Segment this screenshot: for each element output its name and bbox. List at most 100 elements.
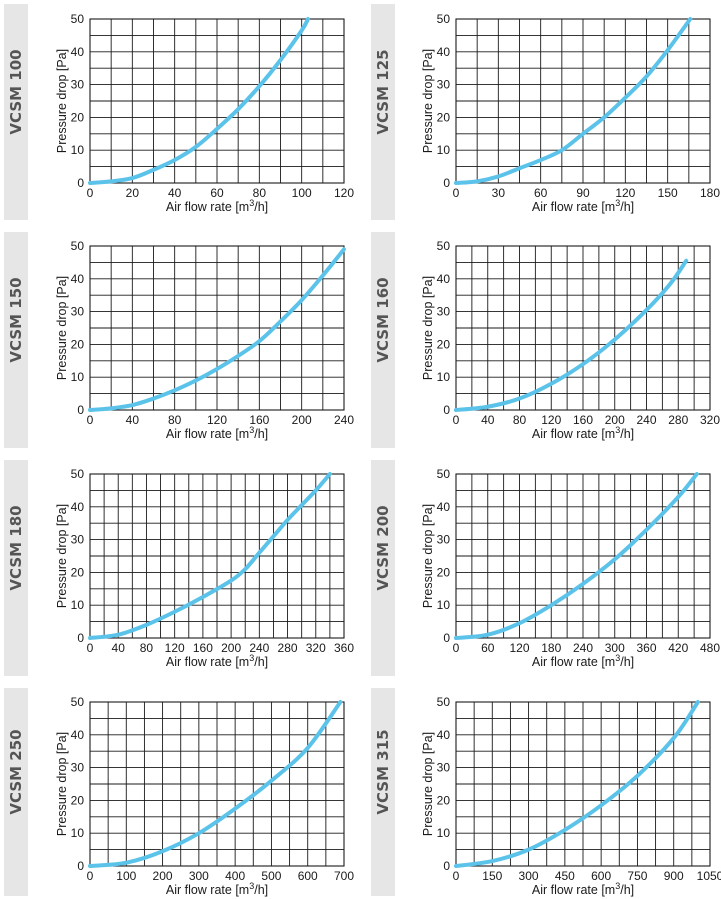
y-tick-label: 0 bbox=[443, 859, 450, 873]
panel-label-band bbox=[371, 4, 395, 220]
y-tick-label: 20 bbox=[71, 793, 85, 807]
y-tick-label: 30 bbox=[437, 78, 451, 92]
y-tick-label: 0 bbox=[77, 176, 84, 190]
x-tick-label: 240 bbox=[573, 641, 593, 655]
y-tick-label: 10 bbox=[71, 826, 85, 840]
y-axis-title: Pressure drop [Pa] bbox=[55, 732, 69, 836]
y-tick-label: 20 bbox=[71, 565, 85, 579]
x-tick-label: 90 bbox=[576, 186, 590, 200]
panel-label: VCSM 180 bbox=[7, 505, 25, 590]
y-tick-label: 30 bbox=[71, 533, 85, 547]
x-tick-label: 240 bbox=[334, 413, 354, 427]
plot-frame bbox=[455, 473, 711, 639]
x-tick-label: 80 bbox=[513, 413, 527, 427]
x-tick-label: 200 bbox=[605, 413, 625, 427]
panel-label: VCSM 125 bbox=[374, 49, 392, 134]
plot-frame bbox=[89, 18, 345, 184]
chart-panel: VCSM 150 0 10 20 30 40 50 0 40 80 120 160 200 240 Air … bbox=[4, 232, 354, 448]
x-tick-label: 200 bbox=[153, 869, 173, 883]
y-tick-label: 30 bbox=[437, 533, 451, 547]
y-tick-label: 20 bbox=[437, 565, 451, 579]
x-tick-label: 300 bbox=[519, 869, 539, 883]
y-tick-label: 0 bbox=[443, 176, 450, 190]
chart-panel: VCSM 180 0 10 20 30 40 50 0 40 80 120 160 200 240 280 3… bbox=[4, 460, 354, 676]
x-axis-title: Air flow rate [m3/h] bbox=[166, 425, 268, 441]
x-tick-label: 420 bbox=[668, 641, 688, 655]
y-tick-label: 40 bbox=[71, 728, 85, 742]
y-tick-label: 30 bbox=[71, 761, 85, 775]
x-tick-label: 30 bbox=[492, 186, 506, 200]
panel-label: VCSM 200 bbox=[374, 505, 392, 590]
x-tick-label: 120 bbox=[165, 641, 185, 655]
x-tick-label: 320 bbox=[700, 413, 720, 427]
panel-label-band bbox=[4, 688, 28, 896]
x-tick-label: 40 bbox=[112, 641, 126, 655]
y-tick-label: 20 bbox=[437, 110, 451, 124]
x-axis-title: Air flow rate [m3/h] bbox=[532, 425, 634, 441]
panel-label: VCSM 250 bbox=[7, 729, 25, 814]
plot-frame bbox=[89, 473, 345, 639]
x-tick-label: 120 bbox=[509, 641, 529, 655]
series-line bbox=[88, 247, 346, 412]
plot-frame bbox=[455, 701, 711, 867]
y-tick-label: 10 bbox=[437, 143, 451, 157]
series-line bbox=[88, 17, 311, 185]
panel-label-band bbox=[371, 688, 395, 896]
y-tick-label: 40 bbox=[71, 272, 85, 286]
x-tick-label: 280 bbox=[278, 641, 298, 655]
x-tick-label: 80 bbox=[140, 641, 154, 655]
y-tick-label: 30 bbox=[437, 305, 451, 319]
x-tick-label: 150 bbox=[658, 186, 678, 200]
x-tick-label: 60 bbox=[534, 186, 548, 200]
x-tick-label: 0 bbox=[87, 413, 94, 427]
x-tick-label: 1050 bbox=[697, 869, 721, 883]
x-tick-label: 20 bbox=[126, 186, 140, 200]
y-tick-label: 30 bbox=[71, 78, 85, 92]
y-tick-label: 50 bbox=[71, 695, 85, 709]
y-tick-label: 20 bbox=[437, 337, 451, 351]
x-tick-label: 100 bbox=[116, 869, 136, 883]
x-tick-label: 80 bbox=[253, 186, 267, 200]
y-tick-label: 30 bbox=[71, 305, 85, 319]
panel-label: VCSM 315 bbox=[374, 729, 392, 814]
chart-panel: VCSM 100 0 10 20 30 40 50 0 20 40 60 80 100 120 Air fl… bbox=[4, 4, 354, 220]
x-tick-label: 180 bbox=[700, 186, 720, 200]
panel-label-band bbox=[371, 460, 395, 676]
y-tick-label: 0 bbox=[77, 403, 84, 417]
x-tick-label: 0 bbox=[453, 869, 460, 883]
y-tick-label: 50 bbox=[71, 12, 85, 26]
x-tick-label: 160 bbox=[249, 413, 269, 427]
y-tick-label: 0 bbox=[443, 403, 450, 417]
x-tick-label: 750 bbox=[627, 869, 647, 883]
panel-label: VCSM 160 bbox=[374, 277, 392, 362]
y-axis-title: Pressure drop [Pa] bbox=[421, 732, 435, 836]
x-tick-label: 160 bbox=[193, 641, 213, 655]
x-tick-label: 450 bbox=[555, 869, 575, 883]
plot-frame bbox=[89, 701, 345, 867]
y-tick-label: 10 bbox=[71, 143, 85, 157]
series-line bbox=[454, 17, 693, 185]
chart-panel: VCSM 160 0 10 20 30 40 50 0 40 80 120 160 200 240 280 3… bbox=[371, 232, 720, 448]
panel-label-band bbox=[4, 4, 28, 220]
x-tick-label: 0 bbox=[87, 186, 94, 200]
x-axis-title: Air flow rate [m3/h] bbox=[532, 653, 634, 669]
y-tick-label: 50 bbox=[437, 467, 451, 481]
x-tick-label: 0 bbox=[453, 186, 460, 200]
y-tick-label: 50 bbox=[437, 695, 451, 709]
x-axis-title: Air flow rate [m3/h] bbox=[532, 881, 634, 897]
x-tick-label: 240 bbox=[249, 641, 269, 655]
y-tick-label: 40 bbox=[437, 728, 451, 742]
x-tick-label: 80 bbox=[168, 413, 182, 427]
x-tick-label: 60 bbox=[481, 641, 495, 655]
x-tick-label: 120 bbox=[334, 186, 354, 200]
y-axis-title: Pressure drop [Pa] bbox=[55, 49, 69, 153]
x-tick-label: 60 bbox=[210, 186, 224, 200]
x-tick-label: 0 bbox=[87, 641, 94, 655]
x-tick-label: 300 bbox=[605, 641, 625, 655]
x-tick-label: 0 bbox=[87, 869, 94, 883]
y-tick-label: 40 bbox=[437, 500, 451, 514]
plot-frame bbox=[89, 245, 345, 411]
y-axis-title: Pressure drop [Pa] bbox=[421, 276, 435, 380]
x-tick-label: 700 bbox=[334, 869, 354, 883]
